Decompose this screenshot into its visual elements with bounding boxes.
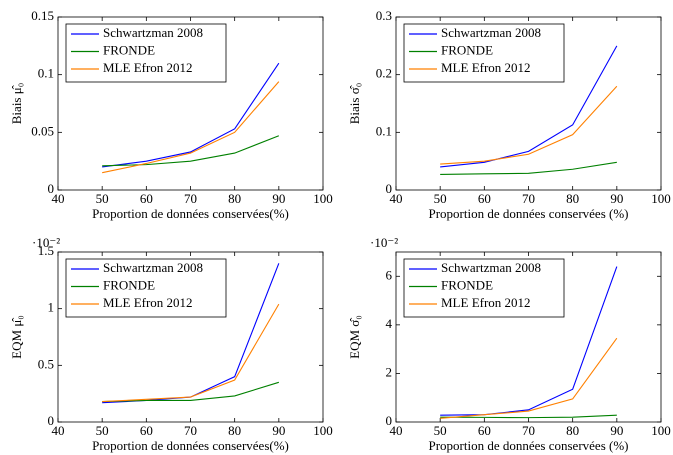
data-line bbox=[440, 161, 617, 175]
legend-label: Schwartzman 2008 bbox=[103, 25, 203, 40]
y-axis-label: Biais σ̂₀ bbox=[347, 83, 362, 125]
legend-label: Schwartzman 2008 bbox=[441, 25, 541, 40]
legend-label: FRONDE bbox=[103, 277, 155, 292]
x-tick-label: 50 bbox=[434, 423, 447, 438]
y-tick-label: 4 bbox=[386, 316, 393, 331]
y-tick-label: 0.3 bbox=[376, 8, 392, 23]
x-axis-label: Proportion de données conservées (%) bbox=[429, 438, 629, 453]
y-axis-label: Biais μ̂₀ bbox=[9, 83, 24, 124]
data-line bbox=[440, 337, 618, 419]
y-tick-label: 2 bbox=[386, 364, 393, 379]
data-line bbox=[440, 266, 618, 416]
x-tick-label: 40 bbox=[52, 423, 65, 438]
data-line bbox=[440, 45, 618, 168]
x-tick-label: 50 bbox=[96, 191, 109, 206]
y-axis-label: EQM σ̂₀ bbox=[347, 315, 362, 359]
x-tick-label: 70 bbox=[184, 191, 197, 206]
x-tick-label: 80 bbox=[566, 423, 579, 438]
y-tick-label: 0.2 bbox=[376, 66, 392, 81]
x-tick-label: 50 bbox=[434, 191, 447, 206]
y-tick-label: 0.05 bbox=[31, 123, 54, 138]
data-line bbox=[102, 303, 280, 403]
axis-scale-label: ·10⁻² bbox=[370, 235, 398, 250]
y-tick-label: 0.1 bbox=[38, 66, 54, 81]
x-tick-label: 40 bbox=[52, 191, 65, 206]
x-tick-label: 80 bbox=[228, 423, 241, 438]
data-line bbox=[102, 135, 280, 167]
legend-label: MLE Efron 2012 bbox=[103, 295, 193, 310]
x-tick-label: 60 bbox=[478, 423, 491, 438]
x-tick-label: 100 bbox=[651, 191, 671, 206]
x-tick-label: 90 bbox=[272, 423, 285, 438]
x-axis-label: Proportion de données conservées(%) bbox=[92, 438, 289, 453]
x-tick-label: 60 bbox=[478, 191, 491, 206]
x-tick-label: 100 bbox=[313, 423, 333, 438]
y-tick-label: 1.5 bbox=[38, 243, 54, 258]
legend-label: MLE Efron 2012 bbox=[441, 60, 531, 75]
y-tick-label: 0 bbox=[386, 181, 393, 196]
y-tick-label: 6 bbox=[386, 267, 393, 282]
legend-label: FRONDE bbox=[103, 42, 155, 57]
y-tick-label: 0.5 bbox=[38, 356, 54, 371]
legend-label: MLE Efron 2012 bbox=[103, 60, 193, 75]
data-line bbox=[102, 62, 280, 168]
legend-label: MLE Efron 2012 bbox=[441, 295, 531, 310]
x-tick-label: 100 bbox=[651, 423, 671, 438]
data-line bbox=[440, 85, 618, 165]
y-tick-label: 0 bbox=[48, 181, 55, 196]
x-tick-label: 90 bbox=[610, 191, 623, 206]
x-axis-label: Proportion de données conservées(%) bbox=[92, 206, 289, 221]
x-axis-label: Proportion de données conservées (%) bbox=[429, 206, 629, 221]
y-axis-label: EQM μ̂₀ bbox=[9, 315, 24, 359]
y-tick-label: 0 bbox=[48, 413, 55, 428]
y-tick-label: 0.1 bbox=[376, 123, 392, 138]
y-tick-label: 0.15 bbox=[31, 8, 54, 23]
x-tick-label: 70 bbox=[522, 191, 535, 206]
y-tick-label: 0 bbox=[386, 413, 393, 428]
x-tick-label: 80 bbox=[228, 191, 241, 206]
x-tick-label: 60 bbox=[140, 423, 153, 438]
x-tick-label: 50 bbox=[96, 423, 109, 438]
x-tick-label: 70 bbox=[184, 423, 197, 438]
x-tick-label: 70 bbox=[522, 423, 535, 438]
legend-label: FRONDE bbox=[441, 42, 493, 57]
legend-label: Schwartzman 2008 bbox=[103, 260, 203, 275]
x-tick-label: 90 bbox=[272, 191, 285, 206]
data-line bbox=[440, 414, 617, 419]
x-tick-label: 90 bbox=[610, 423, 623, 438]
x-tick-label: 60 bbox=[140, 191, 153, 206]
x-tick-label: 40 bbox=[390, 191, 403, 206]
x-tick-label: 40 bbox=[390, 423, 403, 438]
y-tick-label: 1 bbox=[48, 300, 55, 315]
data-line bbox=[102, 381, 279, 403]
data-line bbox=[102, 81, 280, 174]
legend-label: FRONDE bbox=[441, 277, 493, 292]
legend-label: Schwartzman 2008 bbox=[441, 260, 541, 275]
axis-scale-label: ·10⁻² bbox=[32, 235, 60, 250]
x-tick-label: 80 bbox=[566, 191, 579, 206]
x-tick-label: 100 bbox=[313, 191, 333, 206]
